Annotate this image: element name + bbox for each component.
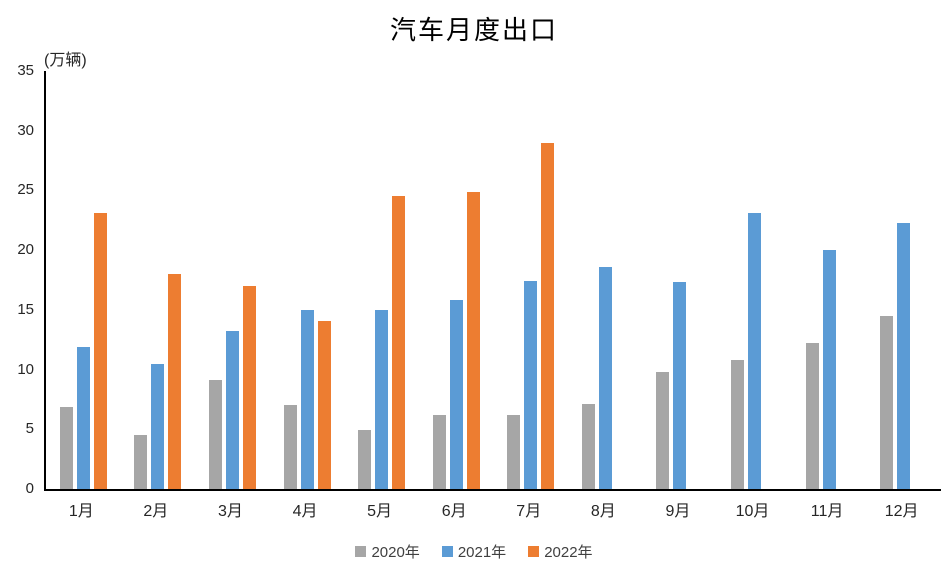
x-tick-2月: 2月 [143, 503, 169, 520]
x-tick-6月: 6月 [441, 503, 467, 520]
bar-2021年-12月 [897, 222, 911, 489]
bar-2022年-4月 [317, 320, 331, 489]
y-tick-35: 35 [17, 62, 34, 79]
bar-group-3月 [195, 71, 270, 489]
y-tick-5: 5 [25, 420, 34, 438]
legend-swatch-icon [355, 546, 367, 557]
bar-2021年-5月 [375, 309, 389, 489]
y-tick-10: 10 [17, 360, 34, 378]
bar-group-10月 [717, 71, 792, 489]
bar-group-5月 [344, 71, 419, 489]
x-tick-11月: 11月 [810, 503, 844, 520]
bar-group-4月 [270, 71, 345, 489]
legend-item-2021年: 2021年 [441, 541, 507, 562]
x-tick-7月: 7月 [516, 503, 542, 520]
bar-2021年-3月 [225, 331, 239, 489]
bar-2021年-2月 [151, 363, 165, 489]
bar-2022年-3月 [242, 285, 256, 489]
x-tick-12月: 12月 [884, 503, 919, 520]
bar-2022年-5月 [392, 196, 406, 489]
bar-2022年-7月 [541, 142, 555, 489]
bar-2020年-8月 [581, 404, 595, 489]
bar-2022年-6月 [466, 191, 480, 489]
legend-swatch-icon [441, 546, 453, 557]
x-tick-10月: 10月 [735, 503, 770, 520]
y-tick-20: 20 [17, 241, 34, 259]
legend: 2020年 2021年 2022年 [0, 541, 948, 562]
y-tick-15: 15 [17, 300, 34, 318]
bar-2021年-7月 [524, 281, 538, 489]
y-axis-unit-label: (万辆) [44, 52, 87, 69]
bar-2020年-1月 [59, 406, 73, 489]
bar-2020年-3月 [208, 380, 222, 489]
legend-label: 2020年 [371, 544, 420, 561]
bar-2020年-7月 [507, 414, 521, 489]
x-tick-3月: 3月 [217, 503, 243, 520]
legend-label: 2021年 [457, 544, 507, 561]
x-tick-9月: 9月 [665, 503, 691, 520]
bar-2020年-6月 [432, 414, 446, 489]
bar-2020年-11月 [805, 343, 819, 489]
x-tick-1月: 1月 [68, 503, 94, 520]
x-tick-4月: 4月 [292, 503, 318, 520]
bar-2021年-8月 [598, 266, 612, 489]
bar-2020年-9月 [656, 371, 670, 489]
x-tick-5月: 5月 [367, 503, 393, 520]
bar-2021年-10月 [747, 213, 761, 489]
bar-2022年-2月 [168, 274, 182, 489]
bar-2022年-1月 [93, 213, 107, 489]
bar-group-1月 [46, 71, 121, 489]
y-tick-25: 25 [17, 181, 34, 199]
legend-swatch-icon [528, 546, 540, 557]
bar-group-9月 [643, 71, 718, 489]
legend-item-2020年: 2020年 [355, 541, 420, 562]
y-tick-0: 0 [25, 480, 34, 497]
bar-group-6月 [419, 71, 494, 489]
bar-2020年-5月 [358, 430, 372, 489]
bar-group-2月 [121, 71, 196, 489]
y-tick-30: 30 [17, 121, 34, 139]
chart-title: 汽车月度出口 [389, 16, 558, 45]
bar-2021年-11月 [822, 250, 836, 489]
bar-group-7月 [493, 71, 568, 489]
bar-group-12月 [866, 71, 941, 489]
bar-2021年-1月 [76, 346, 90, 489]
bar-2020年-10月 [730, 360, 744, 489]
legend-label: 2022年 [544, 544, 593, 561]
x-axis-tick-labels: 1月 2月 3月 4月 5月 6月 7月 8月 9月 10月 11月 12月 [44, 497, 939, 521]
bar-2021年-4月 [300, 309, 314, 489]
x-tick-8月: 8月 [590, 503, 616, 520]
legend-item-2022年: 2022年 [528, 541, 593, 562]
bar-2020年-12月 [880, 315, 894, 489]
bar-2020年-4月 [283, 405, 297, 489]
bar-2021年-9月 [673, 282, 687, 489]
bar-group-11月 [792, 71, 867, 489]
bar-group-8月 [568, 71, 643, 489]
bar-2020年-2月 [134, 435, 148, 489]
plot-area [44, 71, 941, 491]
bar-2021年-6月 [449, 300, 463, 489]
y-axis-tick-labels: 0 5 10 15 20 25 30 35 [0, 63, 34, 497]
